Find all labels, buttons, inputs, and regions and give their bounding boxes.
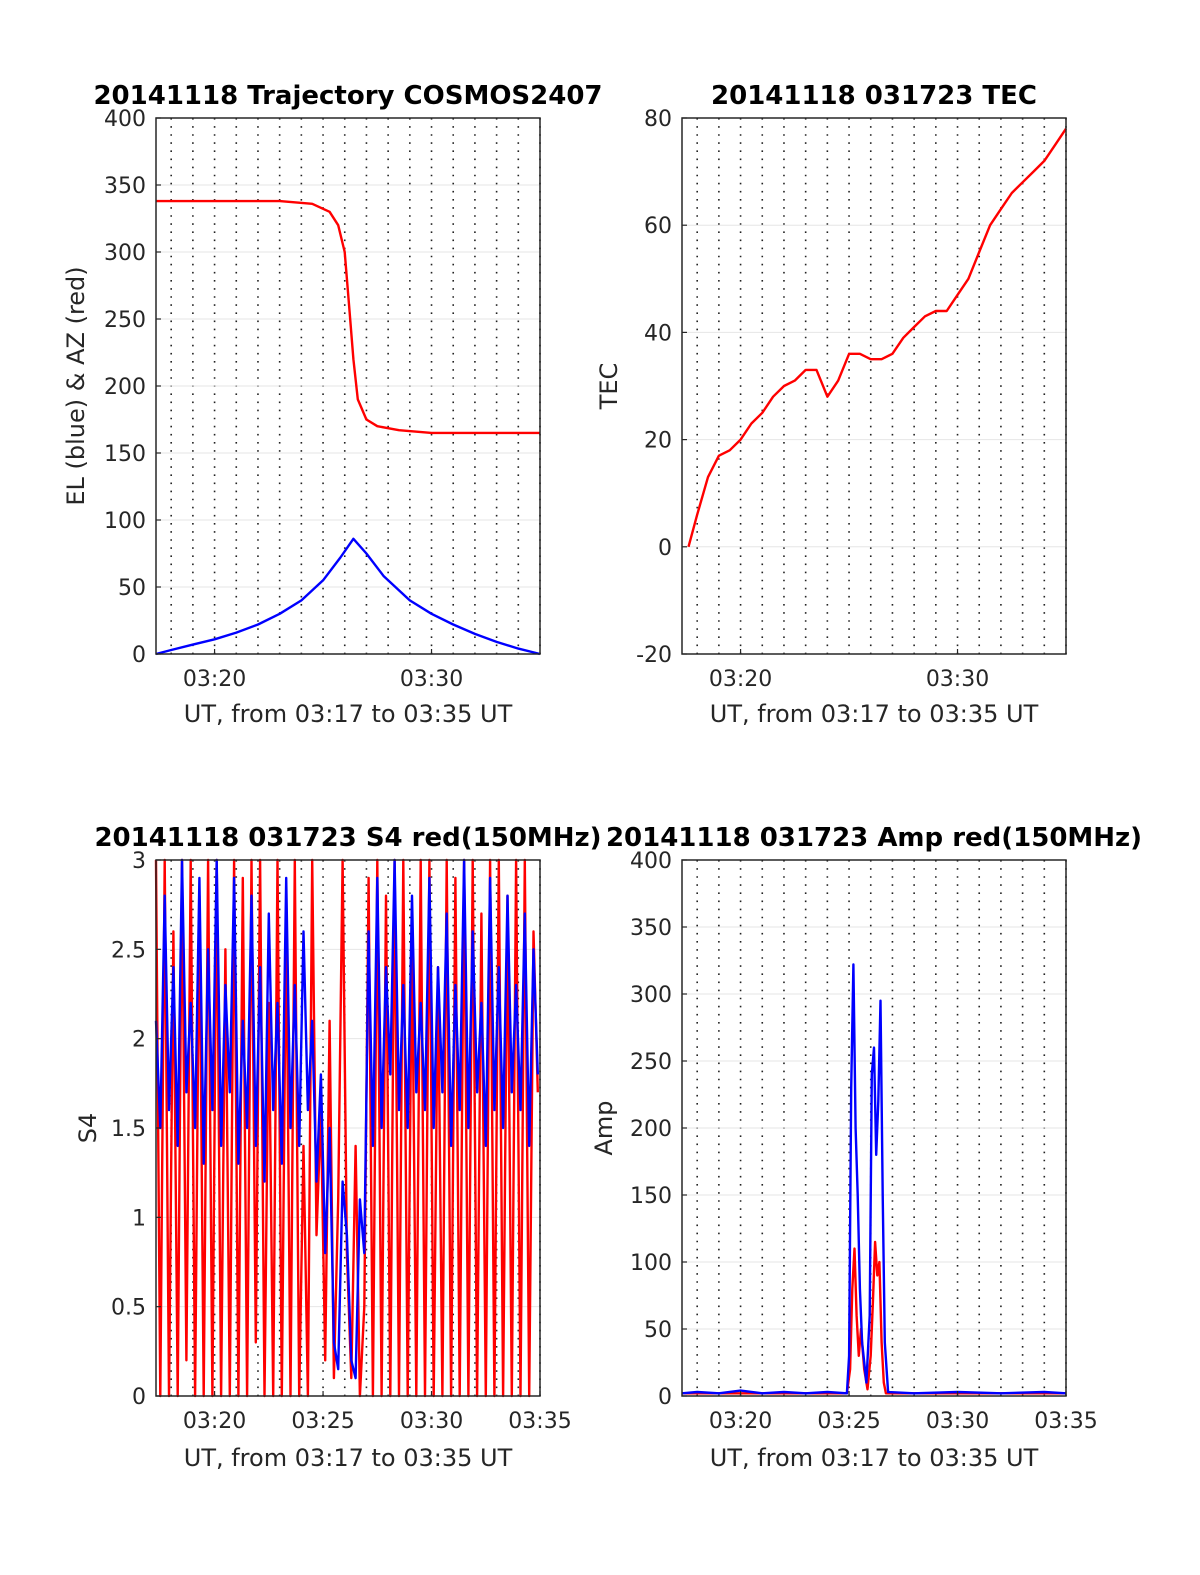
series-line-amp_red: [682, 1240, 1066, 1395]
grid-trajectory: [156, 117, 541, 655]
y-tick-label: 100: [104, 509, 146, 534]
x-axis-label-trajectory: UT, from 03:17 to 03:35 UT: [184, 700, 513, 728]
chart-title-amp: 20141118 031723 Amp red(150MHz): [606, 823, 1142, 853]
y-tick-label: 50: [118, 576, 146, 601]
x-tick-label: 03:20: [709, 667, 772, 692]
yticks-trajectory: 0 50 100 150 200 250 300 350 400: [104, 107, 161, 668]
x-tick-label: 03:35: [1034, 1409, 1097, 1434]
y-tick-label: 300: [104, 241, 146, 266]
y-tick-label: 400: [630, 849, 672, 874]
x-tick-label: 03:20: [709, 1409, 772, 1434]
x-tick-label: 03:30: [400, 1409, 463, 1434]
yticks-s4: 0 0.5 1 1.5 2 2.5 3: [111, 849, 161, 1410]
y-tick-label: 1: [132, 1206, 146, 1231]
y-axis-label-trajectory: EL (blue) & AZ (red): [62, 266, 90, 505]
x-tick-label: 03:30: [926, 667, 989, 692]
panel-amp: 0 50 100 150 200 250 300 350 400 03:20 03:25 03:30…: [590, 823, 1142, 1472]
series-trajectory: [155, 199, 541, 656]
x-tick-label: 03:30: [400, 667, 463, 692]
y-tick-label: 250: [630, 1050, 672, 1075]
y-tick-label: 50: [644, 1318, 672, 1343]
y-tick-label: 80: [644, 107, 672, 132]
y-tick-label: 1.5: [111, 1117, 146, 1142]
y-tick-label: 0.5: [111, 1296, 146, 1321]
x-tick-label: 03:35: [508, 1409, 571, 1434]
y-tick-label: 60: [644, 214, 672, 239]
axes-frame-tec: [681, 117, 1067, 655]
panel-s4: 0 0.5 1 1.5 2 2.5 3 03:20 03:25 03:30 03:35 20141…: [74, 823, 602, 1472]
series-line-s4_blue: [154, 858, 539, 1380]
grid-amp: [682, 859, 1067, 1397]
y-tick-label: 20: [644, 429, 672, 454]
y-tick-label: 0: [658, 536, 672, 561]
y-tick-label: 400: [104, 107, 146, 132]
y-tick-label: 0: [132, 643, 146, 668]
y-tick-label: 3: [132, 849, 146, 874]
x-tick-label: 03:30: [926, 1409, 989, 1434]
xticks-tec: 03:20 03:30: [709, 649, 989, 692]
y-tick-label: 2.5: [111, 938, 146, 963]
y-tick-label: 150: [104, 442, 146, 467]
y-tick-label: 350: [104, 174, 146, 199]
yticks-tec: -20 0 20 40 60 80: [636, 107, 687, 668]
y-tick-label: 40: [644, 321, 672, 346]
x-tick-label: 03:25: [291, 1409, 354, 1434]
series-line-el: [155, 537, 541, 656]
series-line-tec: [687, 128, 1067, 548]
yticks-amp: 0 50 100 150 200 250 300 350 400: [630, 849, 687, 1410]
chart-title-trajectory: 20141118 Trajectory COSMOS2407: [93, 81, 602, 111]
y-tick-label: 2: [132, 1028, 146, 1053]
y-tick-label: 350: [630, 916, 672, 941]
y-tick-label: 250: [104, 308, 146, 333]
y-tick-label: 150: [630, 1184, 672, 1209]
x-axis-label-tec: UT, from 03:17 to 03:35 UT: [710, 700, 1039, 728]
xticks-amp: 03:20 03:25 03:30 03:35: [709, 1391, 1098, 1434]
chart-title-tec: 20141118 031723 TEC: [711, 81, 1037, 111]
y-tick-label: 200: [630, 1117, 672, 1142]
x-tick-label: 03:25: [817, 1409, 880, 1434]
y-tick-label: 100: [630, 1251, 672, 1276]
panel-tec: -20 0 20 40 60 80 03:20 03:30 20141118 031723 …: [595, 81, 1067, 728]
y-tick-label: 300: [630, 983, 672, 1008]
y-tick-label: 0: [658, 1385, 672, 1410]
series-tec: [687, 128, 1067, 548]
chart-title-s4: 20141118 031723 S4 red(150MHz): [94, 823, 601, 853]
x-tick-label: 03:20: [183, 1409, 246, 1434]
y-tick-label: 0: [132, 1385, 146, 1410]
x-axis-label-s4: UT, from 03:17 to 03:35 UT: [184, 1444, 513, 1472]
y-tick-label: -20: [636, 643, 672, 668]
y-axis-label-tec: TEC: [595, 363, 623, 411]
x-axis-label-amp: UT, from 03:17 to 03:35 UT: [710, 1444, 1039, 1472]
series-line-amp_blue: [681, 963, 1067, 1395]
y-tick-label: 200: [104, 375, 146, 400]
series-s4: [154, 858, 539, 1398]
series-amp: [681, 963, 1067, 1395]
series-line-az: [156, 199, 540, 435]
x-tick-label: 03:20: [183, 667, 246, 692]
y-axis-label-amp: Amp: [590, 1100, 618, 1155]
panel-trajectory: 0 50 100 150 200 250 300 350 400 03:20 03:30 2014…: [62, 81, 603, 728]
xticks-trajectory: 03:20 03:30: [183, 649, 463, 692]
y-axis-label-s4: S4: [74, 1113, 102, 1144]
xticks-s4: 03:20 03:25 03:30 03:35: [183, 1391, 572, 1434]
